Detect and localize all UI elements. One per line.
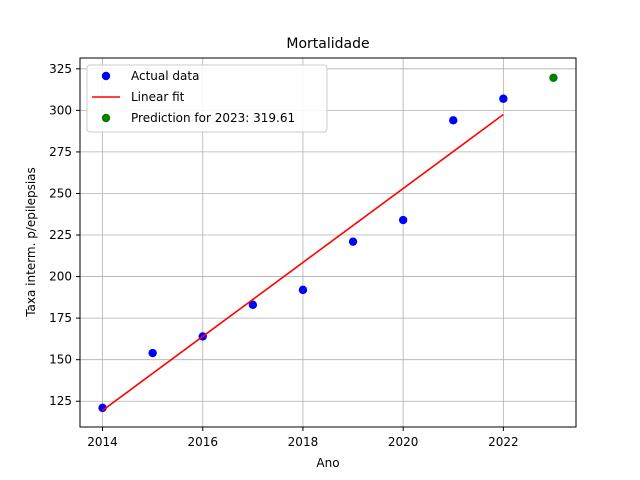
y-tick-label: 250 bbox=[49, 186, 72, 200]
y-axis-label: Taxa interm. p/epilepsias bbox=[24, 167, 38, 318]
data-point bbox=[148, 348, 157, 358]
y-tick-label: 275 bbox=[49, 145, 72, 159]
plot-frame bbox=[79, 57, 577, 428]
y-tick-label: 325 bbox=[49, 62, 72, 76]
x-tick-label: 2020 bbox=[388, 435, 419, 449]
chart-title: Mortalidade bbox=[286, 36, 369, 52]
data-layer bbox=[98, 73, 558, 413]
legend-box bbox=[86, 64, 328, 133]
y-tick-label: 125 bbox=[49, 394, 72, 408]
legend-swatch-marker bbox=[101, 113, 111, 123]
data-point bbox=[348, 237, 358, 246]
y-tick-label: 225 bbox=[49, 228, 72, 242]
x-tick-label: 2014 bbox=[87, 435, 118, 449]
x-tick-label: 2018 bbox=[288, 435, 319, 449]
data-point bbox=[298, 285, 308, 295]
y-tick-label: 200 bbox=[49, 270, 72, 284]
x-axis-label: Ano bbox=[316, 456, 339, 470]
x-tick-label: 2016 bbox=[187, 435, 218, 449]
legend-label: Actual data bbox=[131, 69, 199, 83]
legend-label: Prediction for 2023: 319.61 bbox=[131, 111, 295, 125]
linear-fit-line bbox=[102, 113, 504, 412]
legend-swatch-marker bbox=[101, 71, 111, 81]
data-point bbox=[499, 94, 508, 103]
legend: Actual data Linear fit Prediction for 2023… bbox=[86, 64, 328, 133]
prediction-point bbox=[549, 73, 558, 82]
y-tick-label: 175 bbox=[49, 311, 72, 325]
y-tick-label: 300 bbox=[49, 103, 72, 117]
axes: 2014 2016 2018 2020 2022 125 150 175 200 225 250 27… bbox=[49, 62, 519, 449]
data-point bbox=[398, 215, 408, 225]
data-point bbox=[248, 300, 258, 310]
x-tick-label: 2022 bbox=[488, 435, 519, 449]
data-point bbox=[449, 116, 458, 125]
data-point bbox=[98, 403, 107, 413]
y-tick-label: 150 bbox=[49, 353, 72, 367]
legend-label: Linear fit bbox=[131, 90, 185, 104]
